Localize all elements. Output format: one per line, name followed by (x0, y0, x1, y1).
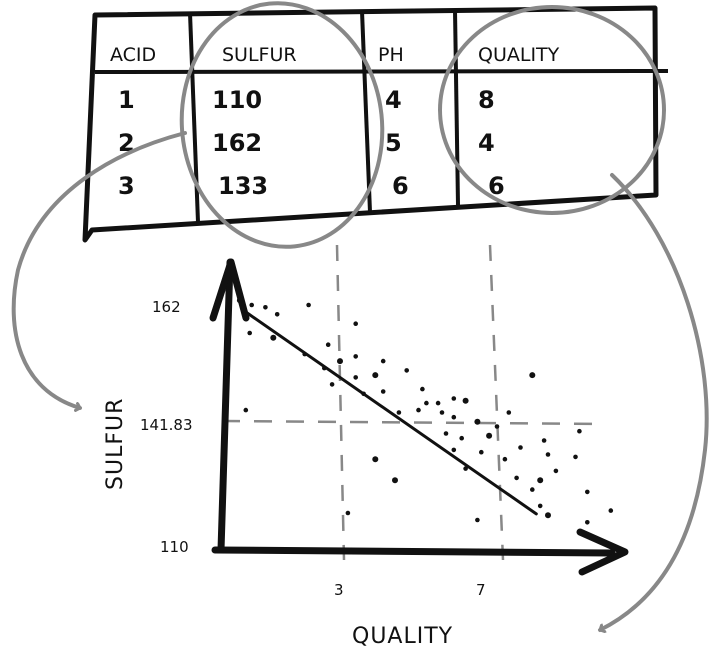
table-cell: 162 (212, 129, 262, 157)
data-point (573, 455, 578, 460)
quality-7-guide-line (490, 245, 503, 560)
data-point (381, 389, 386, 394)
data-point (577, 429, 582, 434)
table-header-divider (95, 71, 668, 72)
curved-arrow-to-sulfur-axis (14, 133, 185, 408)
table-cell: 5 (385, 129, 402, 157)
data-point (585, 490, 590, 495)
quality-column-circle (440, 7, 664, 213)
data-point (479, 450, 484, 455)
x-tick-label: 3 (334, 581, 344, 599)
data-point (275, 312, 280, 317)
table-cell: 4 (478, 129, 495, 157)
data-point (514, 476, 519, 481)
data-point (546, 452, 551, 457)
table-cell: 3 (118, 172, 135, 200)
y-axis (221, 262, 230, 550)
data-point (507, 410, 512, 415)
data-point (249, 303, 254, 308)
data-point (545, 512, 551, 518)
x-tick-label: 7 (476, 581, 486, 599)
data-point (337, 358, 343, 364)
data-point (486, 433, 492, 439)
data-point (444, 431, 449, 436)
data-point (244, 408, 249, 413)
data-point (463, 398, 469, 404)
header-ph: PH (378, 44, 404, 66)
data-point (554, 469, 559, 474)
header-sulfur: SULFUR (222, 44, 297, 66)
data-point (495, 424, 500, 429)
data-point (353, 354, 358, 359)
data-point (416, 408, 421, 413)
data-point (397, 410, 402, 415)
data-points (237, 297, 613, 524)
data-point (530, 487, 535, 492)
scatter-chart: 162 141.83 110 3 7 QUALITY SULFUR (103, 245, 625, 649)
data-point (326, 342, 331, 347)
data-point (263, 305, 268, 310)
data-point (529, 372, 535, 378)
table-cell: 110 (212, 86, 262, 114)
x-axis (215, 550, 612, 553)
data-point (474, 419, 480, 425)
data-point (330, 382, 335, 387)
data-point (585, 520, 590, 525)
table-cell: 4 (385, 86, 402, 114)
table-cell: 8 (478, 86, 495, 114)
x-axis-title: QUALITY (352, 624, 453, 649)
y-tick-label: 162 (152, 298, 181, 316)
data-point (503, 457, 508, 462)
data-point (404, 368, 409, 373)
table-column-divider (455, 10, 458, 205)
table-column-divider (190, 13, 198, 222)
data-point (452, 448, 457, 453)
data-point (247, 331, 252, 336)
data-point (424, 401, 429, 406)
data-point (372, 372, 378, 378)
data-point (475, 518, 480, 523)
data-point (452, 415, 457, 420)
data-point (518, 445, 523, 450)
data-table: ACID SULFUR PH QUALITY 1 110 4 8 2 162 5… (85, 8, 668, 240)
quality-3-guide-line (337, 245, 344, 560)
data-point (440, 410, 445, 415)
data-point (353, 375, 358, 380)
y-axis-title: SULFUR (103, 398, 128, 490)
y-tick-label: 110 (160, 538, 189, 556)
data-point (392, 477, 398, 483)
data-point (372, 456, 378, 462)
data-point (381, 359, 386, 364)
data-point (538, 504, 543, 509)
data-point (537, 477, 543, 483)
table-cell: 6 (392, 172, 409, 200)
data-point (609, 508, 614, 513)
header-acid: ACID (110, 44, 156, 66)
data-point (420, 387, 425, 392)
data-point (270, 335, 276, 341)
trend-line (246, 312, 537, 514)
header-quality: QUALITY (478, 44, 560, 66)
data-point (542, 438, 547, 443)
y-tick-label: 141.83 (140, 416, 193, 434)
data-point (353, 321, 358, 326)
data-point (346, 511, 351, 516)
table-cell: 1 (118, 86, 135, 114)
table-column-divider (362, 11, 370, 212)
data-point (459, 436, 464, 441)
data-point (306, 303, 311, 308)
data-point (452, 396, 457, 401)
sulfur-mean-guide-line (222, 421, 600, 424)
curved-arrow-to-quality-axis (600, 175, 707, 630)
table-cell: 133 (218, 172, 268, 200)
data-point (436, 401, 441, 406)
data-point (237, 297, 243, 303)
